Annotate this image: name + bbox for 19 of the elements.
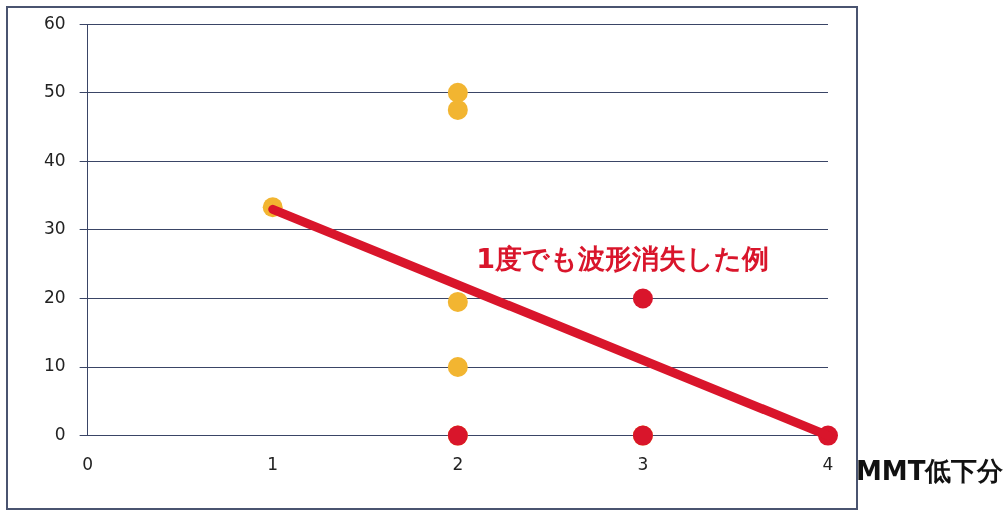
x-tick-label: 0: [82, 454, 94, 475]
point: [632, 288, 653, 309]
x-tick-label: 1: [267, 454, 279, 475]
point: [447, 357, 468, 378]
y-tick-label: 60: [43, 12, 66, 33]
point: [447, 82, 468, 103]
y-tick-label: 10: [43, 355, 66, 376]
x-tick-label: 2: [452, 454, 464, 475]
y-tick-label: 40: [43, 149, 66, 170]
annotation: 1度でも波形消失した例: [476, 242, 770, 274]
y-tick-label: 20: [43, 286, 66, 307]
y-tick-label: 0: [54, 424, 66, 445]
x-axis-title: MMT低下分: [856, 456, 1005, 487]
point: [447, 99, 468, 120]
x-tick-label: 4: [822, 454, 834, 475]
y-tick-label: 50: [43, 81, 66, 102]
y-tick-label: 30: [43, 218, 66, 239]
point: [447, 291, 468, 312]
x-tick-label: 3: [637, 454, 649, 475]
